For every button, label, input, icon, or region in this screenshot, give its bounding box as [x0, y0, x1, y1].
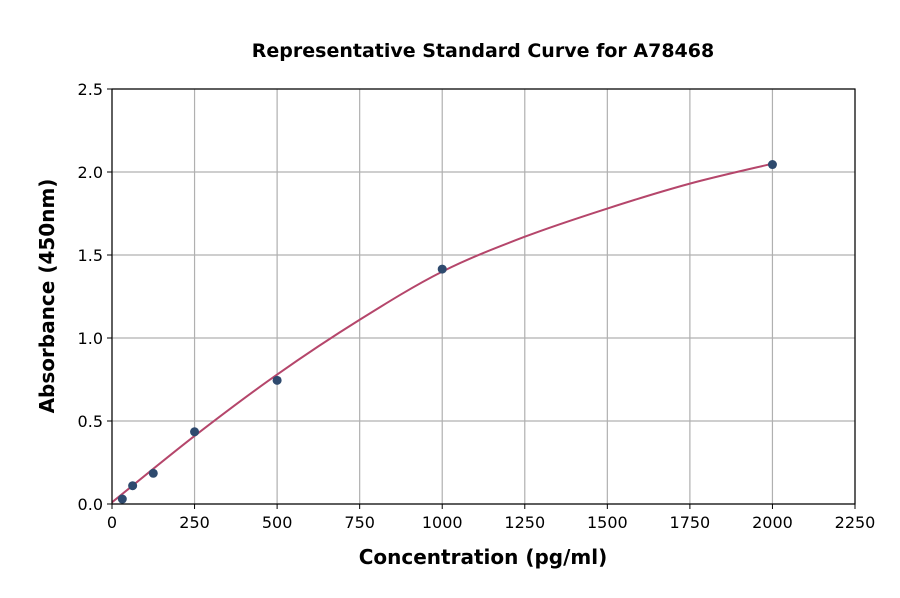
data-point	[148, 468, 158, 478]
y-tick-label: 0.5	[78, 412, 103, 431]
data-points	[117, 160, 777, 504]
y-axis-label: Absorbance (450nm)	[35, 179, 59, 414]
x-tick-label: 2000	[752, 513, 793, 532]
data-point	[117, 494, 127, 504]
y-tick-label: 1.0	[78, 329, 103, 348]
data-point	[437, 264, 447, 274]
y-tick-label: 2.0	[78, 163, 103, 182]
plot-frame	[111, 88, 856, 505]
data-point	[190, 427, 200, 437]
x-tick-label: 500	[262, 513, 293, 532]
x-tick-label: 1000	[422, 513, 463, 532]
chart-title: Representative Standard Curve for A78468	[252, 40, 714, 62]
x-tick-label: 1500	[587, 513, 628, 532]
y-tick-label: 2.5	[78, 80, 103, 99]
x-tick-label: 250	[179, 513, 210, 532]
data-point	[128, 481, 138, 491]
x-tick-label: 1250	[504, 513, 545, 532]
x-axis-label: Concentration (pg/ml)	[359, 545, 608, 569]
x-tick-label: 750	[344, 513, 375, 532]
data-point	[767, 160, 777, 170]
data-point	[272, 375, 282, 385]
x-tick-label: 2250	[835, 513, 876, 532]
x-tick-label: 0	[107, 513, 117, 532]
y-tick-label: 0.0	[78, 495, 103, 514]
ticks: 0 250 500 750 1000 1250 1500 1750 2000 2250 0.0 0.5…	[78, 80, 876, 532]
y-tick-label: 1.5	[78, 246, 103, 265]
grid	[111, 88, 856, 505]
x-tick-label: 1750	[670, 513, 711, 532]
